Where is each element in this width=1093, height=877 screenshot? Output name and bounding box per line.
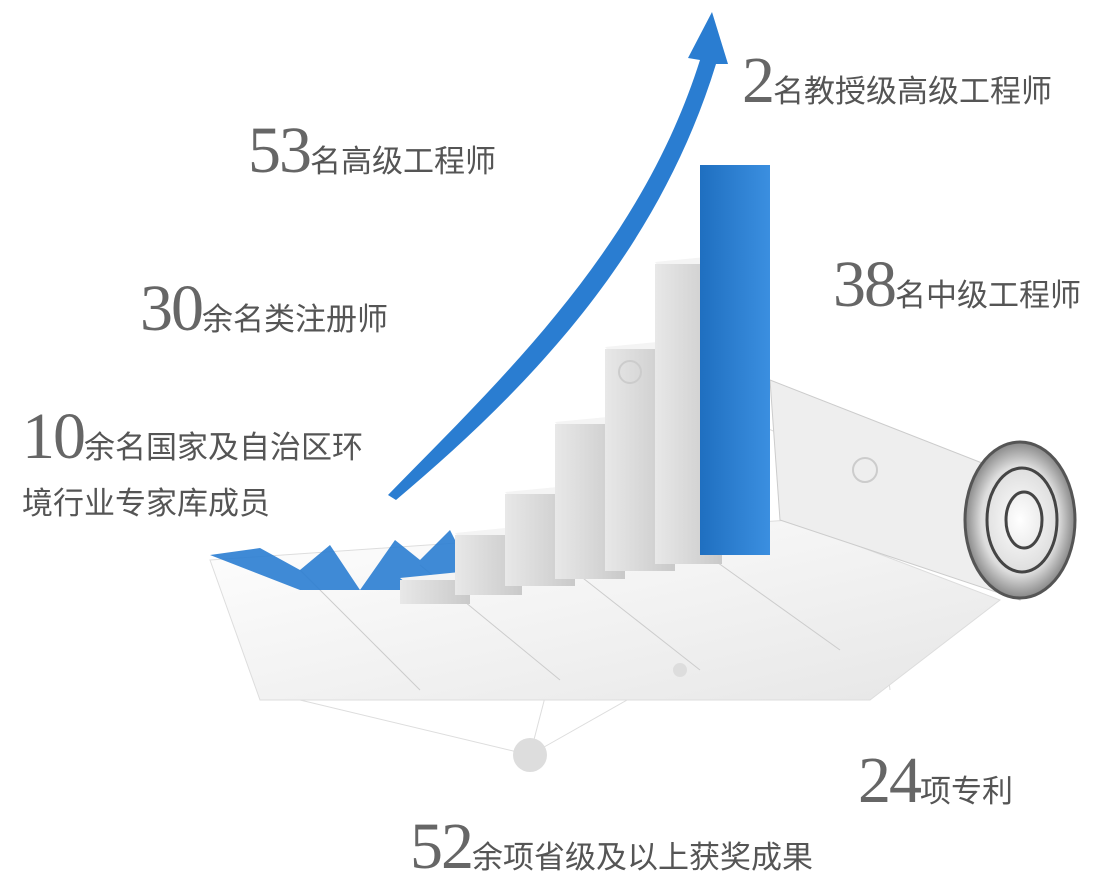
stat-label: 名教授级高级工程师 bbox=[773, 74, 1052, 110]
stat-number: 2 bbox=[742, 44, 775, 117]
stat-label: 余名国家及自治区环 bbox=[84, 430, 363, 466]
stat-number: 10 bbox=[22, 400, 86, 473]
paper-roll-inner bbox=[985, 466, 1059, 574]
stat: 10余名国家及自治区环 境行业专家库成员 bbox=[22, 404, 363, 523]
stat-label: 境行业专家库成员 bbox=[22, 486, 270, 522]
stat-label: 项专利 bbox=[920, 774, 1013, 810]
blue-area bbox=[210, 530, 480, 590]
stat: 52余项省级及以上获奖成果 bbox=[410, 814, 813, 877]
stat: 2名教授级高级工程师 bbox=[742, 48, 1052, 114]
stat-number: 52 bbox=[410, 810, 474, 877]
roll-sheet bbox=[769, 379, 1021, 601]
stat-label: 名高级工程师 bbox=[310, 144, 496, 180]
stat: 30余名类注册师 bbox=[140, 276, 388, 342]
stat-label: 余项省级及以上获奖成果 bbox=[472, 840, 813, 876]
stat: 38名中级工程师 bbox=[833, 252, 1081, 318]
stat-label: 名中级工程师 bbox=[895, 278, 1081, 314]
dots bbox=[513, 360, 878, 772]
stat: 24项专利 bbox=[858, 748, 1013, 814]
stat-number: 30 bbox=[140, 272, 204, 345]
stat-number: 38 bbox=[833, 248, 897, 321]
paper-roll bbox=[963, 440, 1077, 600]
paper-roll-core bbox=[1004, 490, 1044, 550]
stat-number: 24 bbox=[858, 744, 922, 817]
stat-label: 余名类注册师 bbox=[202, 302, 388, 338]
stat-number: 53 bbox=[248, 114, 312, 187]
stat: 53名高级工程师 bbox=[248, 118, 496, 184]
bars bbox=[400, 165, 770, 604]
